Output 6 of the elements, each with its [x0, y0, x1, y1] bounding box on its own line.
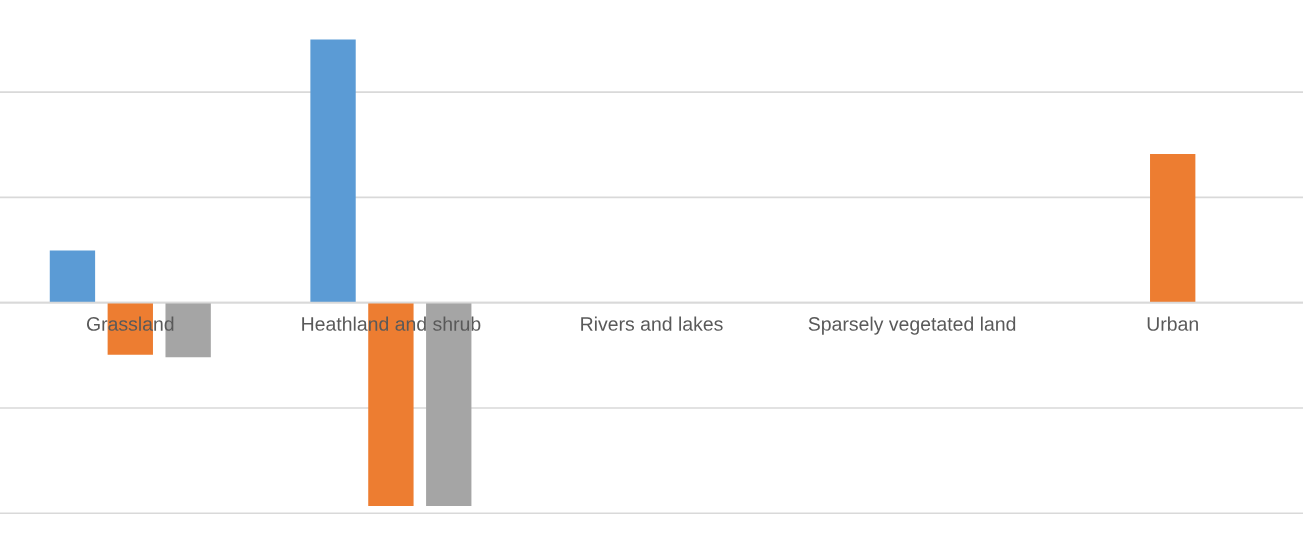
bar	[49, 250, 96, 303]
x-tick-label: Sparsely vegetated land	[808, 316, 1016, 335]
bar	[310, 39, 356, 303]
x-tick-label: Rivers and lakes	[581, 316, 723, 331]
x-tick-label: Urban	[1147, 316, 1198, 331]
bar	[1150, 154, 1196, 303]
